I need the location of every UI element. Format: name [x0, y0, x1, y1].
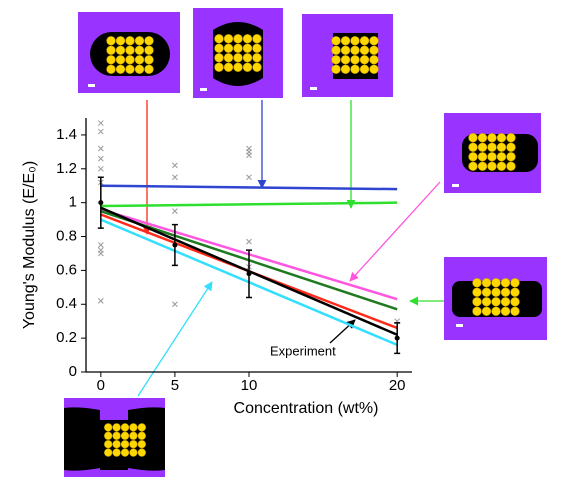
y-tick-label: 1.2 — [56, 160, 77, 177]
cross-marker — [98, 121, 103, 126]
cross-marker — [98, 146, 103, 151]
cross-marker — [247, 175, 252, 180]
x-tick-label: 20 — [389, 377, 406, 394]
y-tick-label: 0 — [69, 363, 77, 380]
annotation: Experiment — [270, 343, 336, 358]
cross-marker — [98, 129, 103, 134]
cross-marker — [172, 302, 177, 307]
x-tick-label: 10 — [241, 377, 258, 394]
inset — [302, 14, 393, 97]
cross-marker — [172, 163, 177, 168]
y-tick-label: 1 — [69, 194, 77, 211]
inset — [78, 12, 180, 93]
cross-marker — [247, 153, 252, 158]
cross-marker — [172, 209, 177, 214]
experiment-point — [247, 271, 252, 276]
y-tick-label: 0.6 — [56, 261, 77, 278]
cross-marker — [98, 251, 103, 256]
chart: Young's Modulus (E/E₀) Concentration (wt… — [0, 0, 572, 477]
y-tick-label: 0.2 — [56, 329, 77, 346]
cross-marker — [98, 243, 103, 248]
inset — [444, 257, 547, 340]
y-tick-label: 0.4 — [56, 295, 77, 312]
fit-line — [101, 203, 397, 206]
experiment-point — [395, 336, 400, 341]
experiment-point — [98, 200, 103, 205]
y-axis-label: Young's Modulus (E/E₀) — [21, 161, 38, 329]
cross-marker — [172, 175, 177, 180]
inset — [193, 8, 283, 98]
cross-marker — [247, 239, 252, 244]
x-tick-label: 5 — [171, 377, 179, 394]
experiment-point — [172, 243, 177, 248]
y-tick-label: 0.8 — [56, 228, 77, 245]
y-tick-label: 1.4 — [56, 126, 77, 143]
cross-marker — [98, 166, 103, 171]
x-tick-label: 0 — [97, 377, 105, 394]
fit-line — [101, 186, 397, 189]
inset — [64, 398, 165, 477]
inset — [444, 113, 541, 193]
x-axis-label: Concentration (wt%) — [234, 400, 379, 417]
cross-marker — [98, 156, 103, 161]
cross-marker — [98, 298, 103, 303]
